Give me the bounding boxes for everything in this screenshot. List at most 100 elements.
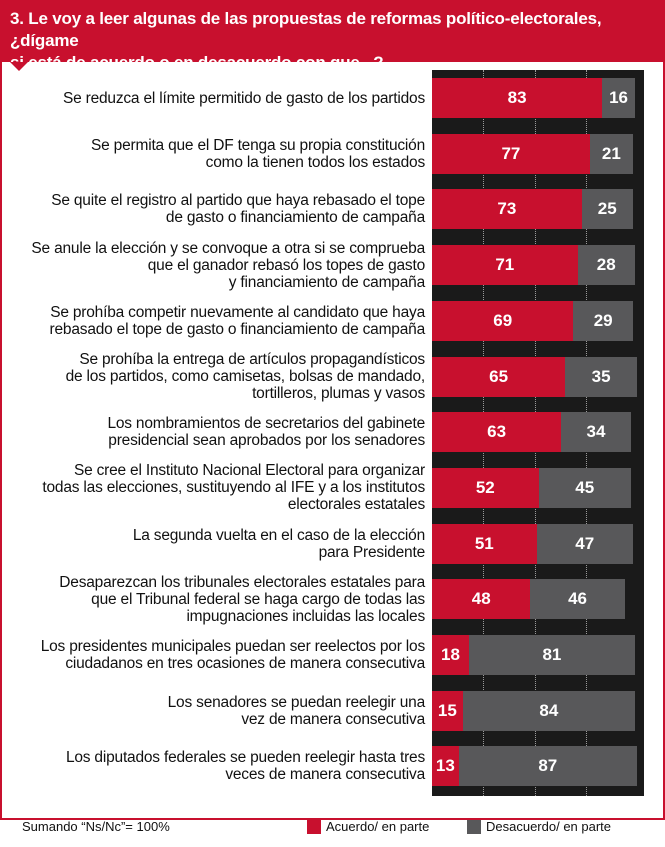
bar-agree-value: 77 xyxy=(501,143,521,163)
header-pointer xyxy=(10,62,28,71)
category-label-line: de los partidos, como camisetas, bolsas … xyxy=(65,368,426,385)
bar-agree xyxy=(432,78,603,118)
bar-agree-value: 15 xyxy=(437,700,457,720)
category-label-line: de gasto o financiamiento de campaña xyxy=(165,209,425,227)
bar-disagree xyxy=(538,467,631,508)
bar-disagree xyxy=(565,356,637,397)
category-label-line: que el Tribunal federal se haga cargo de… xyxy=(91,590,425,608)
bar-agree-value: 48 xyxy=(471,589,491,609)
bar-agree xyxy=(432,245,578,286)
category-label: Los nombramientos de secretarios del gab… xyxy=(5,408,425,456)
category-label-line: Los senadores se puedan reelegir una xyxy=(167,693,426,711)
category-label-line: Los diputados federales se pueden reeleg… xyxy=(65,749,425,767)
category-label-line: Se anule la elección y se convoque a otr… xyxy=(31,239,425,257)
legend-item-disagree: Desacuerdo/ en parte xyxy=(467,819,611,834)
bar-agree xyxy=(432,746,459,787)
bar-agree-value: 51 xyxy=(474,533,494,553)
bar-disagree xyxy=(561,412,631,453)
category-label: Se quite el registro al partido que haya… xyxy=(5,185,425,233)
chart-frame xyxy=(0,62,665,820)
bar-agree-value: 18 xyxy=(440,645,460,664)
legend-label-disagree: Desacuerdo/ en parte xyxy=(486,819,612,834)
bar-disagree-value: 16 xyxy=(609,88,628,107)
bar-disagree-value: 47 xyxy=(575,533,595,553)
category-label: Se cree el Instituto Nacional Electoral … xyxy=(5,462,425,514)
category-label-line: electorales estatales xyxy=(287,496,425,514)
question-header: 3. Le voy a leer algunas de las propuest… xyxy=(0,0,665,72)
category-label-line: Desaparezcan los tribunales electorales … xyxy=(59,573,425,591)
category-label: Los diputados federales se pueden reeleg… xyxy=(5,742,425,790)
category-label-line: ciudadanos en tres ocasiones de manera c… xyxy=(65,655,425,672)
bar-disagree-value: 34 xyxy=(586,422,606,442)
bar-disagree xyxy=(581,189,633,230)
question-title-line-1: 3. Le voy a leer algunas de las propuest… xyxy=(10,9,602,50)
category-label: Se anule la elección y se convoque a otr… xyxy=(5,239,425,291)
bar-agree xyxy=(432,579,531,620)
bar-agree-value: 63 xyxy=(487,422,507,442)
category-label: La segunda vuelta en el caso de la elecc… xyxy=(5,520,425,568)
bar-agree-value: 13 xyxy=(435,756,455,776)
category-label-line: Se cree el Instituto Nacional Electoral … xyxy=(73,462,425,480)
bar-disagree xyxy=(602,78,635,118)
bar-disagree-value: 28 xyxy=(596,255,616,275)
bar-agree xyxy=(432,133,590,174)
bar-disagree xyxy=(462,690,635,731)
category-label-line: La segunda vuelta en el caso de la elecc… xyxy=(132,526,425,544)
legend-label-agree: Acuerdo/ en parte xyxy=(326,819,430,834)
category-label-line: Se prohíba la entrega de artículos propa… xyxy=(79,351,425,368)
bar-disagree xyxy=(458,746,637,787)
bar-agree xyxy=(432,189,582,230)
bar-agree xyxy=(432,690,463,731)
footer-note: Sumando “Ns/Nc”= 100% xyxy=(22,819,170,834)
category-label: Los senadores se puedan reelegir una vez … xyxy=(5,687,426,735)
category-label-line: que el ganador rebasó los topes de gasto xyxy=(147,256,425,274)
bar-disagree-value: 25 xyxy=(597,199,617,219)
bar-disagree-value: 35 xyxy=(591,366,611,386)
bar-disagree-value: 21 xyxy=(601,143,621,163)
bar-disagree xyxy=(536,523,633,564)
bar-disagree-value: 29 xyxy=(593,310,613,330)
legend-swatch-disagree xyxy=(467,819,481,834)
bar-disagree xyxy=(573,300,633,341)
category-label: Se reduzca el límite permitido de gasto … xyxy=(5,74,425,122)
category-label-line: como la tienen todos los estados xyxy=(205,153,426,171)
category-label-line: Se prohíba competir nuevamente al candid… xyxy=(50,303,425,321)
bar-disagree-value: 46 xyxy=(568,589,587,609)
category-label: Desaparezcan los tribunales electorales … xyxy=(5,573,425,625)
category-label-line: Se reduzca el límite permitido de gasto … xyxy=(62,89,425,107)
category-label-line: rebasado el tope de gasto o financiamien… xyxy=(49,320,426,338)
bar-agree xyxy=(432,523,537,564)
legend-item-agree: Acuerdo/ en parte xyxy=(307,819,429,834)
bar-agree xyxy=(432,356,566,397)
bar-agree-value: 83 xyxy=(507,88,527,107)
bar-agree-value: 65 xyxy=(489,366,509,386)
bar-disagree-value: 81 xyxy=(542,645,562,664)
category-label-line: para Presidente xyxy=(318,543,426,561)
bar-disagree-value: 84 xyxy=(539,700,559,720)
category-label-line: Se permita que el DF tenga su propia con… xyxy=(91,136,425,154)
bar-disagree xyxy=(577,245,635,286)
bar-disagree xyxy=(589,133,633,174)
bar-agree xyxy=(432,300,574,341)
category-label-line: Los nombramientos de secretarios del gab… xyxy=(107,415,425,433)
category-label-line: presidencial sean aprobados por los sena… xyxy=(108,432,425,450)
category-label: Se prohíba la entrega de artículos propa… xyxy=(5,351,426,402)
bar-agree-value: 69 xyxy=(493,310,513,330)
category-label: Los presidentes municipales puedan ser r… xyxy=(5,631,425,679)
category-label-line: y financiamiento de campaña xyxy=(228,273,425,291)
bar-disagree-value: 87 xyxy=(538,756,558,776)
category-label-line: impugnaciones incluidas las locales xyxy=(186,607,425,625)
category-label-line: tortilleros, plumas y vasos xyxy=(252,385,425,402)
question-title-line-2: si está de acuerdo o en desacuerdo con q… xyxy=(10,53,384,72)
category-label-line: Los presidentes municipales puedan ser r… xyxy=(40,638,425,655)
bar-agree xyxy=(432,412,562,453)
bar-agree-value: 73 xyxy=(497,199,517,219)
category-label-line: todas las elecciones, sustituyendo al IF… xyxy=(42,479,425,497)
legend-swatch-agree xyxy=(307,819,321,834)
category-label-line: vez de manera consecutiva xyxy=(241,710,425,728)
category-label-line: veces de manera consecutiva xyxy=(225,766,425,784)
bar-agree xyxy=(432,467,539,508)
bar-disagree xyxy=(530,579,625,620)
bar-agree-value: 52 xyxy=(475,477,495,497)
bar-disagree xyxy=(468,635,635,675)
